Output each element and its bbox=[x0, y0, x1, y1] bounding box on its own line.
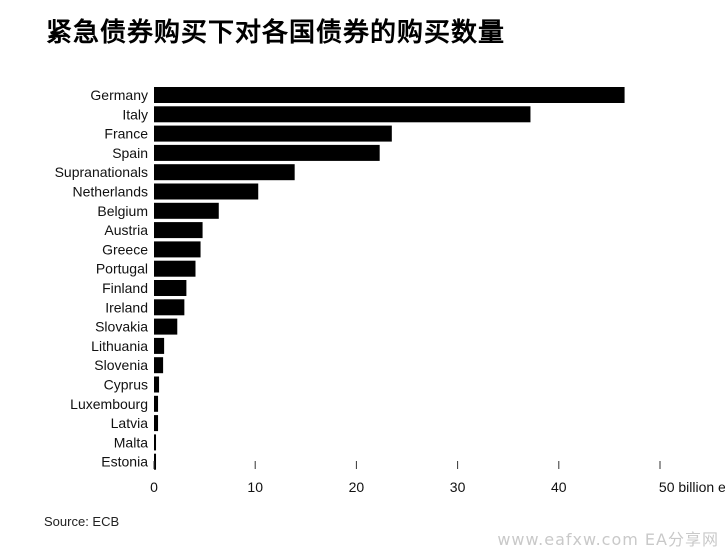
category-label: Germany bbox=[90, 87, 148, 103]
category-label: Greece bbox=[102, 241, 148, 257]
category-label: France bbox=[104, 126, 148, 142]
category-label: Malta bbox=[114, 434, 148, 450]
bar-supranationals bbox=[154, 164, 295, 181]
bar-belgium bbox=[154, 202, 219, 219]
category-label: Supranationals bbox=[55, 164, 148, 180]
bar-slovakia bbox=[154, 318, 178, 335]
category-labels-group: Germany Italy France Spain Supranationals Net… bbox=[55, 87, 149, 470]
bar-france bbox=[154, 125, 392, 142]
category-label: Austria bbox=[104, 222, 148, 238]
category-label: Finland bbox=[102, 280, 148, 296]
category-label: Belgium bbox=[97, 203, 148, 219]
x-tick-label: 0 bbox=[150, 479, 158, 495]
bar-latvia bbox=[154, 415, 159, 432]
bar-greece bbox=[154, 241, 201, 258]
category-label: Italy bbox=[122, 106, 148, 122]
bar-germany bbox=[154, 87, 625, 103]
bar-italy bbox=[154, 106, 531, 123]
bar-austria bbox=[154, 222, 203, 239]
category-label: Ireland bbox=[105, 299, 148, 315]
chart-title: 紧急债券购买下对各国债券的购买数量 bbox=[46, 18, 506, 48]
bar-netherlands bbox=[154, 183, 259, 200]
bar-finland bbox=[154, 280, 187, 296]
bar-spain bbox=[154, 144, 380, 161]
bar-ireland bbox=[154, 299, 185, 316]
x-tick-label: 50 billion euros bbox=[659, 479, 725, 495]
x-tick-label: 40 bbox=[551, 479, 567, 495]
x-tick-label: 10 bbox=[247, 479, 263, 495]
category-label: Slovakia bbox=[95, 319, 148, 335]
category-label: Spain bbox=[112, 145, 148, 161]
category-label: Portugal bbox=[96, 261, 148, 277]
x-tick-label: 30 bbox=[450, 479, 466, 495]
bar-luxembourg bbox=[154, 395, 159, 412]
category-label: Estonia bbox=[101, 454, 148, 470]
bar-slovenia bbox=[154, 357, 164, 374]
bar-portugal bbox=[154, 260, 196, 277]
bar-lithuania bbox=[154, 337, 165, 354]
category-label: Netherlands bbox=[73, 184, 149, 200]
category-label: Luxembourg bbox=[70, 396, 148, 412]
watermark: www.eafxw.com EA分享网 bbox=[497, 530, 719, 549]
x-tick-label: 20 bbox=[349, 479, 365, 495]
category-label: Latvia bbox=[111, 415, 149, 431]
source-note: Source: ECB bbox=[44, 514, 120, 529]
category-label: Slovenia bbox=[94, 357, 148, 373]
bar-estonia bbox=[154, 453, 157, 470]
x-axis-group: 0 10 20 30 40 50 billion euros bbox=[150, 461, 725, 495]
bar-malta bbox=[154, 434, 157, 451]
category-label: Lithuania bbox=[91, 338, 148, 354]
bars-group bbox=[154, 87, 625, 470]
bar-cyprus bbox=[154, 376, 160, 393]
category-label: Cyprus bbox=[104, 377, 148, 393]
